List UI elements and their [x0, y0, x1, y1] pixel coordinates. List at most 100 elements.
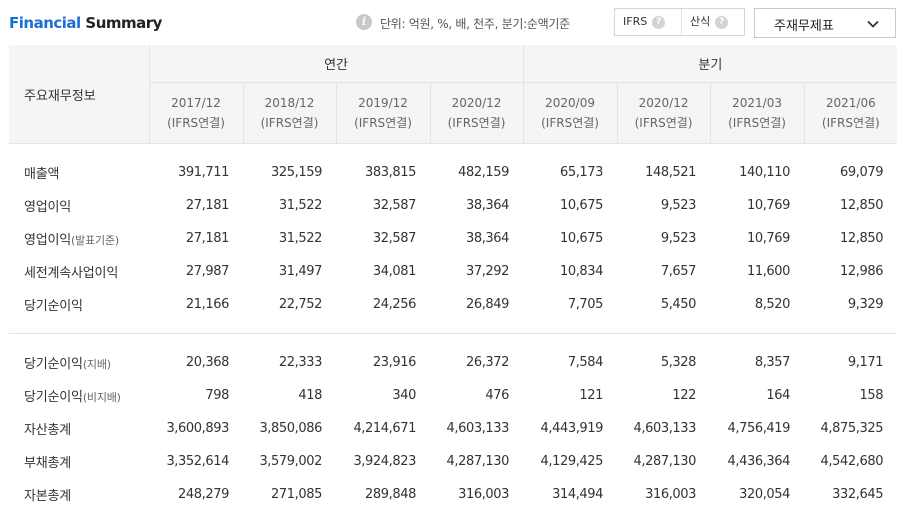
value-cell: 4,214,671 [353, 421, 416, 436]
value-cell: 122 [672, 388, 697, 403]
row-label[interactable]: 세전계속사업이익 [9, 255, 149, 288]
row-label[interactable]: 자산총계 [9, 412, 149, 445]
value-cell: 289,848 [365, 487, 416, 502]
value-cell: 248,279 [178, 487, 229, 502]
row-spacer [9, 334, 897, 347]
value-cell: 12,986 [840, 264, 884, 279]
value-cell: 314,494 [552, 487, 604, 502]
statement-type-value: 주재무제표 [774, 19, 834, 34]
value-cell: 4,603,133 [633, 421, 697, 436]
financial-summary-table: 주요재무정보 연간 분기 2017/12 (IFRS연결) 2018/12 (IFRS… [9, 45, 898, 511]
row-header-label: 주요재무정보 [9, 45, 149, 144]
row-label[interactable]: 영업이익(발표기준) [9, 222, 149, 255]
value-cell: 8,520 [754, 297, 791, 312]
value-cell: 20,368 [185, 355, 229, 370]
period-basis: (IFRS연결) [354, 116, 412, 130]
period-header: 2017/12 (IFRS연결) [148, 82, 243, 144]
value-cell: 27,181 [185, 198, 229, 213]
period-date: 2020/09 [545, 96, 595, 110]
value-cell: 148,521 [645, 165, 697, 180]
table-row: 영업이익 27,181 31,522 32,587 38,364 10,675 9,523 1… [9, 189, 897, 222]
row-label[interactable]: 부채총계 [9, 445, 149, 478]
value-cell: 9,329 [847, 297, 884, 312]
info-icon[interactable]: i [356, 14, 372, 30]
help-icon[interactable]: ? [715, 15, 729, 29]
period-header: 2020/12 (IFRS연결) [616, 82, 711, 144]
value-cell: 27,987 [185, 264, 229, 279]
row-label-sub: (비지배) [82, 391, 121, 404]
value-cell: 158 [859, 388, 884, 403]
quarterly-group-header: 분기 [522, 45, 898, 83]
value-cell: 340 [392, 388, 416, 403]
row-label-sub: (지배) [82, 358, 111, 371]
value-cell: 271,085 [271, 487, 322, 502]
row-label[interactable]: 자본총계 [9, 478, 149, 511]
value-cell: 7,705 [567, 297, 604, 312]
value-cell: 10,834 [559, 264, 604, 279]
ifrs-option-label: IFRS [623, 15, 648, 28]
value-cell: 4,603,133 [446, 421, 510, 436]
table-row: 부채총계 3,352,614 3,579,002 3,924,823 4,287,130… [9, 445, 897, 478]
value-cell: 4,436,364 [727, 454, 791, 469]
table-row: 당기순이익 21,166 22,752 24,256 26,849 7,705 5,450 8… [9, 288, 897, 321]
value-cell: 5,450 [660, 297, 697, 312]
period-header: 2021/06 (IFRS연결) [803, 82, 898, 144]
row-label-text: 자본총계 [24, 489, 72, 504]
statement-type-select[interactable]: 주재무제표 [754, 8, 896, 38]
value-cell: 10,675 [559, 198, 604, 213]
value-cell: 65,173 [559, 165, 604, 180]
title-part1: Financial [9, 14, 81, 32]
table-row: 자산총계 3,600,893 3,850,086 4,214,671 4,603,133… [9, 412, 897, 445]
table-row: 세전계속사업이익 27,987 31,497 34,081 37,292 10,834 7,… [9, 255, 897, 288]
value-cell: 3,850,086 [259, 421, 322, 436]
value-cell: 32,587 [372, 231, 416, 246]
value-cell: 7,657 [660, 264, 697, 279]
formula-option[interactable]: 산식? [690, 9, 729, 35]
ifrs-formula-toggle: IFRS? 산식? [614, 8, 745, 36]
value-cell: 31,522 [278, 231, 322, 246]
value-cell: 32,587 [372, 198, 416, 213]
row-label-text: 매출액 [24, 167, 60, 182]
period-header: 2020/09 (IFRS연결) [522, 82, 618, 144]
value-cell: 476 [485, 388, 510, 403]
value-cell: 12,850 [840, 231, 884, 246]
value-cell: 22,333 [278, 355, 322, 370]
value-cell: 418 [298, 388, 322, 403]
value-cell: 11,600 [746, 264, 791, 279]
value-cell: 3,600,893 [166, 421, 229, 436]
value-cell: 4,129,425 [540, 454, 604, 469]
value-cell: 10,769 [746, 198, 791, 213]
row-label-text: 당기순이익 [24, 299, 83, 314]
period-basis: (IFRS연결) [541, 116, 599, 130]
table-row: 자본총계 248,279 271,085 289,848 316,003 314,494 3… [9, 478, 897, 511]
row-label-text: 당기순이익 [24, 357, 83, 372]
row-label[interactable]: 영업이익 [9, 189, 149, 222]
period-date: 2020/12 [638, 96, 689, 110]
value-cell: 34,081 [372, 264, 416, 279]
period-header: 2019/12 (IFRS연결) [335, 82, 430, 144]
table-row: 당기순이익(비지배) 798 418 340 476 121 122 164 158 [9, 379, 897, 412]
value-cell: 798 [205, 388, 229, 403]
value-cell: 316,003 [645, 487, 697, 502]
page-title: Financial Summary [9, 14, 162, 32]
value-cell: 27,181 [185, 231, 229, 246]
value-cell: 332,645 [832, 487, 884, 502]
help-icon[interactable]: ? [652, 15, 666, 29]
period-header: 2021/03 (IFRS연결) [709, 82, 805, 144]
title-part2: Summary [80, 14, 162, 32]
value-cell: 22,752 [278, 297, 322, 312]
row-label[interactable]: 매출액 [9, 156, 149, 189]
value-cell: 9,171 [847, 355, 884, 370]
row-label[interactable]: 당기순이익(비지배) [9, 379, 149, 412]
ifrs-option[interactable]: IFRS? [623, 9, 666, 35]
value-cell: 8,357 [754, 355, 791, 370]
row-label[interactable]: 당기순이익 [9, 288, 149, 321]
value-cell: 21,166 [185, 297, 229, 312]
value-cell: 4,875,325 [820, 421, 884, 436]
period-basis: (IFRS연결) [728, 116, 786, 130]
row-label[interactable]: 당기순이익(지배) [9, 346, 149, 379]
value-cell: 10,675 [559, 231, 604, 246]
value-cell: 320,054 [739, 487, 791, 502]
value-cell: 7,584 [567, 355, 604, 370]
table-row: 매출액 391,711 325,159 383,815 482,159 65,173 148… [9, 156, 897, 189]
